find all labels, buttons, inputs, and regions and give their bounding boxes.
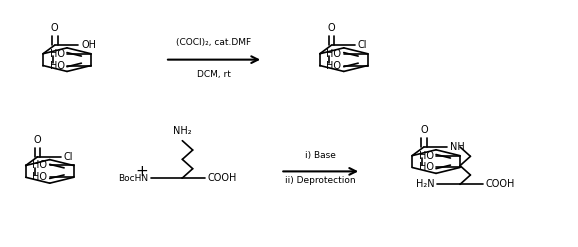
Text: Cl: Cl xyxy=(64,152,73,162)
Text: HO: HO xyxy=(418,151,434,161)
Text: O: O xyxy=(34,135,41,145)
Text: +: + xyxy=(136,164,149,179)
Text: HO: HO xyxy=(32,161,47,170)
Text: HO: HO xyxy=(32,172,47,182)
Text: H₂N: H₂N xyxy=(416,179,435,189)
Text: DCM, rt: DCM, rt xyxy=(197,70,231,79)
Text: BocHN: BocHN xyxy=(118,174,149,183)
Text: O: O xyxy=(328,23,335,33)
Text: NH: NH xyxy=(450,142,465,152)
Text: i) Base: i) Base xyxy=(305,151,336,160)
Text: O: O xyxy=(51,23,58,33)
Text: Cl: Cl xyxy=(358,40,368,50)
Text: ii) Deprotection: ii) Deprotection xyxy=(286,176,356,185)
Text: OH: OH xyxy=(81,40,96,50)
Text: NH₂: NH₂ xyxy=(173,126,192,136)
Text: (COCl)₂, cat.DMF: (COCl)₂, cat.DMF xyxy=(176,38,251,47)
Text: HO: HO xyxy=(327,61,342,71)
Text: HO: HO xyxy=(50,61,65,71)
Text: HO: HO xyxy=(418,163,434,172)
Text: COOH: COOH xyxy=(486,179,515,189)
Text: HO: HO xyxy=(50,49,65,59)
Text: HO: HO xyxy=(327,49,342,59)
Text: COOH: COOH xyxy=(208,173,237,183)
Text: O: O xyxy=(420,125,428,135)
